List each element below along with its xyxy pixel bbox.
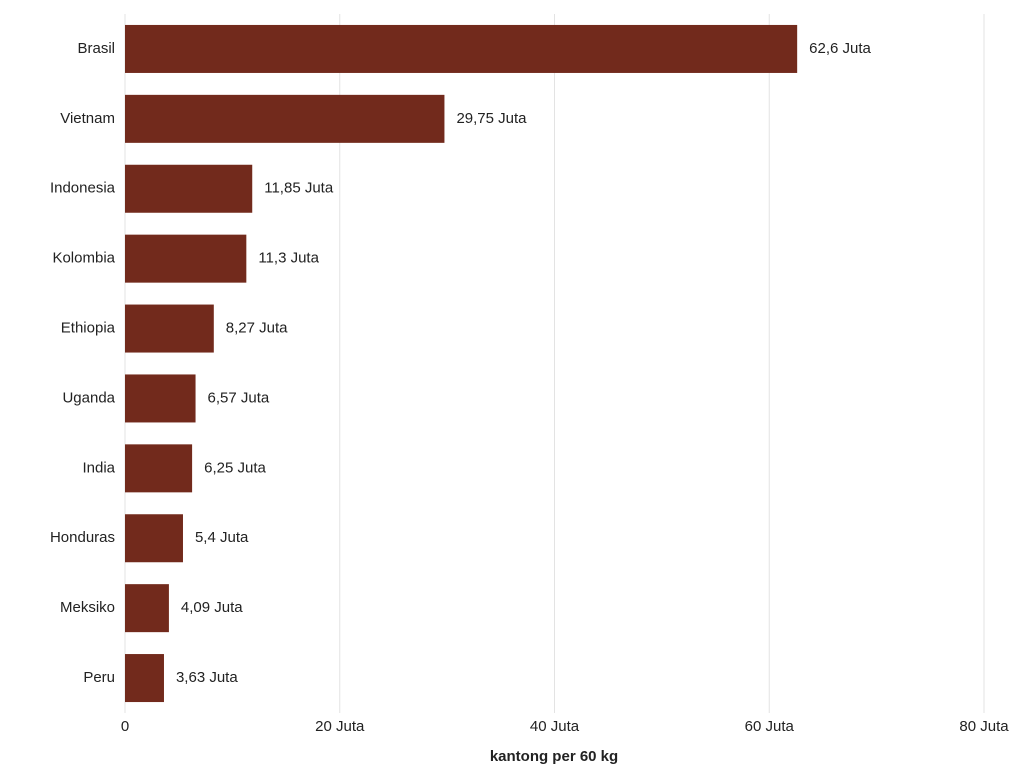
value-label: 11,85 Juta	[264, 180, 334, 197]
value-label: 29,75 Juta	[456, 110, 527, 127]
y-tick-label: Uganda	[62, 389, 115, 406]
y-tick-label: Honduras	[50, 529, 115, 546]
bar	[125, 304, 214, 353]
value-label: 11,3 Juta	[258, 250, 319, 267]
bar	[125, 584, 169, 633]
y-tick-label: Brasil	[77, 40, 115, 57]
x-tick-label: 20 Juta	[315, 718, 365, 735]
value-label: 3,63 Juta	[176, 669, 238, 686]
bar	[125, 94, 445, 143]
y-tick-label: Peru	[83, 669, 115, 686]
bar	[125, 444, 193, 493]
bar	[125, 164, 253, 213]
y-tick-label: India	[82, 459, 115, 476]
value-label: 4,09 Juta	[181, 599, 243, 616]
bar	[125, 374, 196, 423]
value-label: 6,25 Juta	[204, 459, 266, 476]
x-tick-label: 80 Juta	[959, 718, 1009, 735]
x-tick-label: 40 Juta	[530, 718, 580, 735]
y-tick-label: Indonesia	[50, 180, 116, 197]
bar	[125, 514, 183, 563]
x-axis-title: kantong per 60 kg	[490, 748, 618, 765]
x-tick-label: 0	[121, 718, 129, 735]
x-tick-label: 60 Juta	[745, 718, 795, 735]
y-tick-label: Ethiopia	[61, 320, 116, 337]
y-tick-label: Meksiko	[60, 599, 115, 616]
y-tick-label: Vietnam	[60, 110, 115, 127]
bar	[125, 24, 798, 73]
value-label: 8,27 Juta	[226, 320, 288, 337]
value-label: 5,4 Juta	[195, 529, 249, 546]
value-label: 6,57 Juta	[208, 389, 270, 406]
value-label: 62,6 Juta	[809, 40, 871, 57]
bar	[125, 234, 247, 283]
y-tick-label: Kolombia	[52, 250, 115, 267]
bar	[125, 654, 164, 703]
